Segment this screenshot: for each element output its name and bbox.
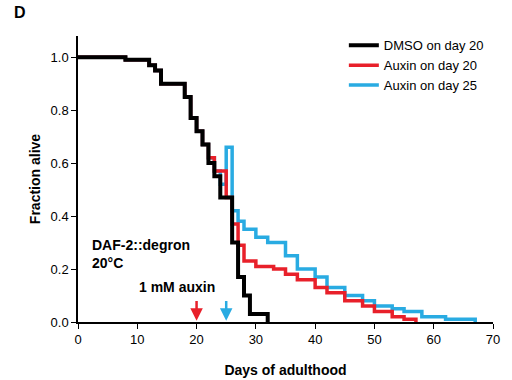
svg-text:1 mM auxin: 1 mM auxin (139, 279, 215, 295)
svg-text:50: 50 (367, 332, 381, 347)
svg-text:0.6: 0.6 (51, 156, 69, 171)
svg-text:0.0: 0.0 (51, 315, 69, 330)
svg-text:DMSO on day 20: DMSO on day 20 (384, 38, 484, 53)
svg-text:D: D (14, 4, 26, 21)
svg-text:10: 10 (130, 332, 144, 347)
svg-text:0.8: 0.8 (51, 103, 69, 118)
svg-text:Fraction alive: Fraction alive (27, 134, 43, 224)
svg-text:40: 40 (308, 332, 322, 347)
svg-text:Days of adulthood: Days of adulthood (224, 362, 346, 378)
svg-text:DAF-2::degron20°C: DAF-2::degron20°C (92, 237, 190, 271)
svg-text:70: 70 (486, 332, 500, 347)
svg-text:0.4: 0.4 (51, 209, 69, 224)
svg-text:Auxin on day 25: Auxin on day 25 (384, 78, 477, 93)
svg-text:60: 60 (426, 332, 440, 347)
svg-text:30: 30 (249, 332, 263, 347)
svg-text:0.2: 0.2 (51, 262, 69, 277)
svg-text:Auxin on day 20: Auxin on day 20 (384, 58, 477, 73)
svg-text:20: 20 (189, 332, 203, 347)
svg-text:0: 0 (74, 332, 81, 347)
svg-text:1.0: 1.0 (51, 50, 69, 65)
